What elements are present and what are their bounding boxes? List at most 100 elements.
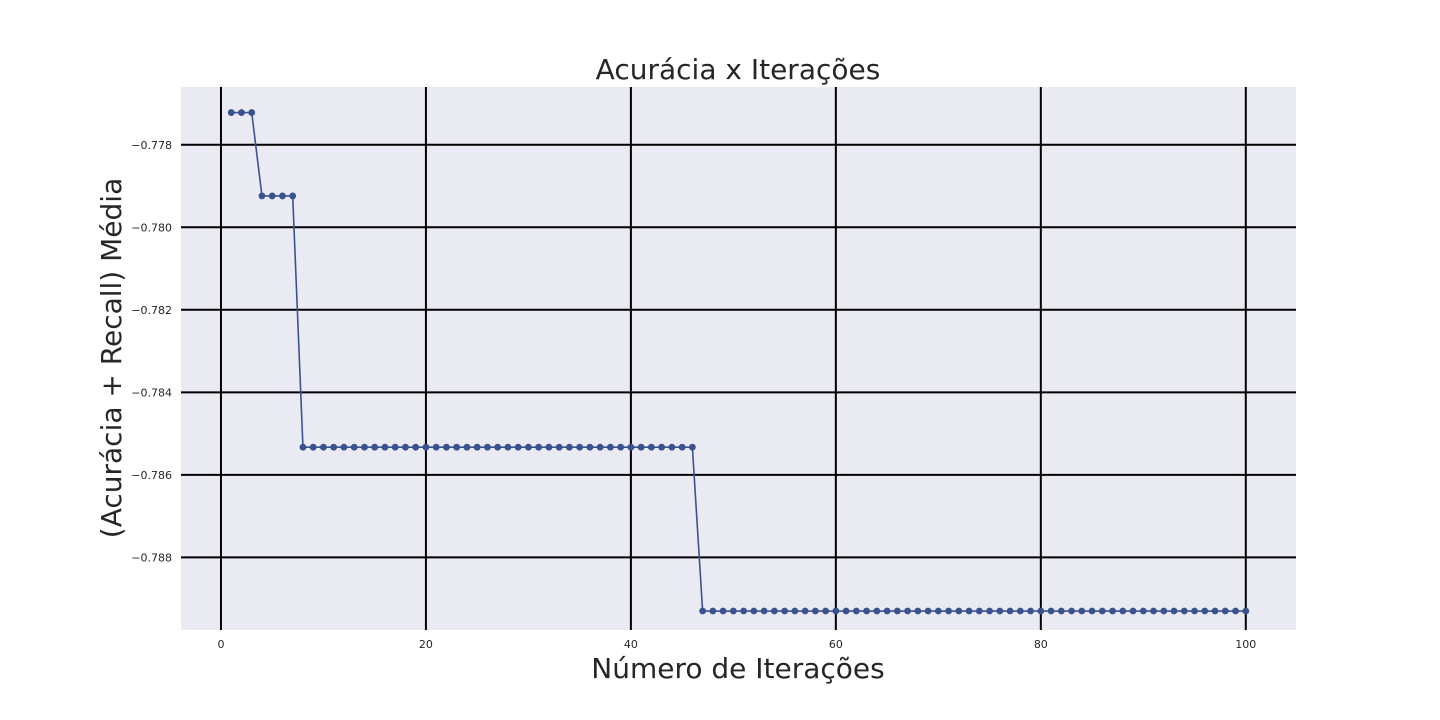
x-tick-label: 20 <box>419 638 433 651</box>
data-point <box>832 607 840 615</box>
data-point <box>801 607 809 615</box>
data-point <box>453 443 461 451</box>
data-point <box>268 192 276 200</box>
data-point <box>637 443 645 451</box>
x-tick-label: 80 <box>1034 638 1048 651</box>
data-point <box>955 607 963 615</box>
data-point <box>934 607 942 615</box>
data-point <box>248 109 256 116</box>
y-tick-label: −0.788 <box>131 551 172 564</box>
data-point <box>371 443 379 451</box>
x-tick-label: 40 <box>624 638 638 651</box>
data-point <box>566 443 573 451</box>
data-point <box>965 607 973 615</box>
data-point <box>770 607 778 615</box>
data-point <box>391 443 399 451</box>
data-point <box>514 443 522 451</box>
data-point <box>289 192 297 200</box>
data-point <box>1027 607 1034 615</box>
data-point <box>1191 607 1198 615</box>
data-point <box>852 607 860 615</box>
data-point <box>1129 607 1137 615</box>
data-point <box>402 443 409 451</box>
x-tick-labels: 0 20 40 60 80 100 <box>217 638 1256 651</box>
data-point <box>494 443 502 451</box>
data-point <box>1078 607 1086 615</box>
data-point <box>350 443 358 451</box>
y-gridlines <box>181 143 1296 559</box>
series-line <box>227 109 1250 615</box>
data-point <box>596 443 604 451</box>
data-point <box>883 607 891 615</box>
y-tick-labels: −0.778 −0.780 −0.782 −0.784 −0.786 −0.788 <box>131 139 172 565</box>
data-point <box>1170 607 1178 615</box>
data-point <box>904 607 911 615</box>
data-point <box>381 443 389 451</box>
data-point <box>1047 607 1055 615</box>
data-point <box>340 443 348 451</box>
data-point <box>1242 607 1250 615</box>
x-tick-label: 0 <box>217 638 224 651</box>
data-point <box>545 443 553 451</box>
y-tick-label: −0.786 <box>131 469 172 482</box>
data-point <box>412 443 420 451</box>
chart-title: Acurácia x Iterações <box>596 53 881 86</box>
series-path <box>231 111 1246 612</box>
data-point <box>873 607 881 615</box>
data-point <box>227 109 235 116</box>
data-point <box>484 443 491 451</box>
data-point <box>432 443 440 451</box>
y-tick-label: −0.782 <box>131 304 172 317</box>
y-tick-label: −0.784 <box>131 386 172 399</box>
data-point <box>1057 607 1065 615</box>
data-point <box>1037 607 1045 615</box>
data-point <box>463 443 471 451</box>
data-point <box>688 443 696 451</box>
data-point <box>975 607 983 615</box>
data-point <box>586 443 594 451</box>
data-point <box>1016 607 1024 615</box>
data-point <box>1232 607 1239 615</box>
data-point <box>914 607 922 615</box>
data-point <box>607 443 614 451</box>
data-point <box>555 443 563 451</box>
data-point <box>279 192 286 200</box>
data-point <box>1150 607 1157 615</box>
data-point <box>1211 607 1219 615</box>
data-point <box>678 443 686 451</box>
data-point <box>740 607 748 615</box>
data-point <box>1139 607 1147 615</box>
data-point <box>996 607 1004 615</box>
data-point <box>791 607 799 615</box>
data-point <box>627 443 635 451</box>
data-point <box>238 109 245 116</box>
data-point <box>1098 607 1106 615</box>
data-point <box>709 607 717 615</box>
data-point <box>658 443 666 451</box>
data-point <box>320 443 327 451</box>
x-tick-label: 60 <box>829 638 843 651</box>
data-point <box>309 443 317 451</box>
data-point <box>422 443 430 451</box>
data-point <box>258 192 266 200</box>
data-point <box>1006 607 1014 615</box>
data-point <box>1068 607 1075 615</box>
data-point <box>1088 607 1096 615</box>
data-point <box>617 443 625 451</box>
x-axis-label: Número de Iterações <box>591 652 885 685</box>
data-point <box>1119 607 1127 615</box>
x-gridlines <box>219 87 1247 630</box>
data-point <box>361 443 368 451</box>
y-axis-label: (Acurácia + Recall) Média <box>95 178 128 538</box>
data-point <box>668 443 676 451</box>
data-point <box>811 607 819 615</box>
data-point <box>1221 607 1229 615</box>
y-tick-label: −0.780 <box>131 221 172 234</box>
data-point <box>1180 607 1188 615</box>
data-point <box>822 607 830 615</box>
data-point <box>1201 607 1209 615</box>
data-point <box>525 443 532 451</box>
data-point <box>945 607 952 615</box>
plot-background <box>181 87 1296 630</box>
